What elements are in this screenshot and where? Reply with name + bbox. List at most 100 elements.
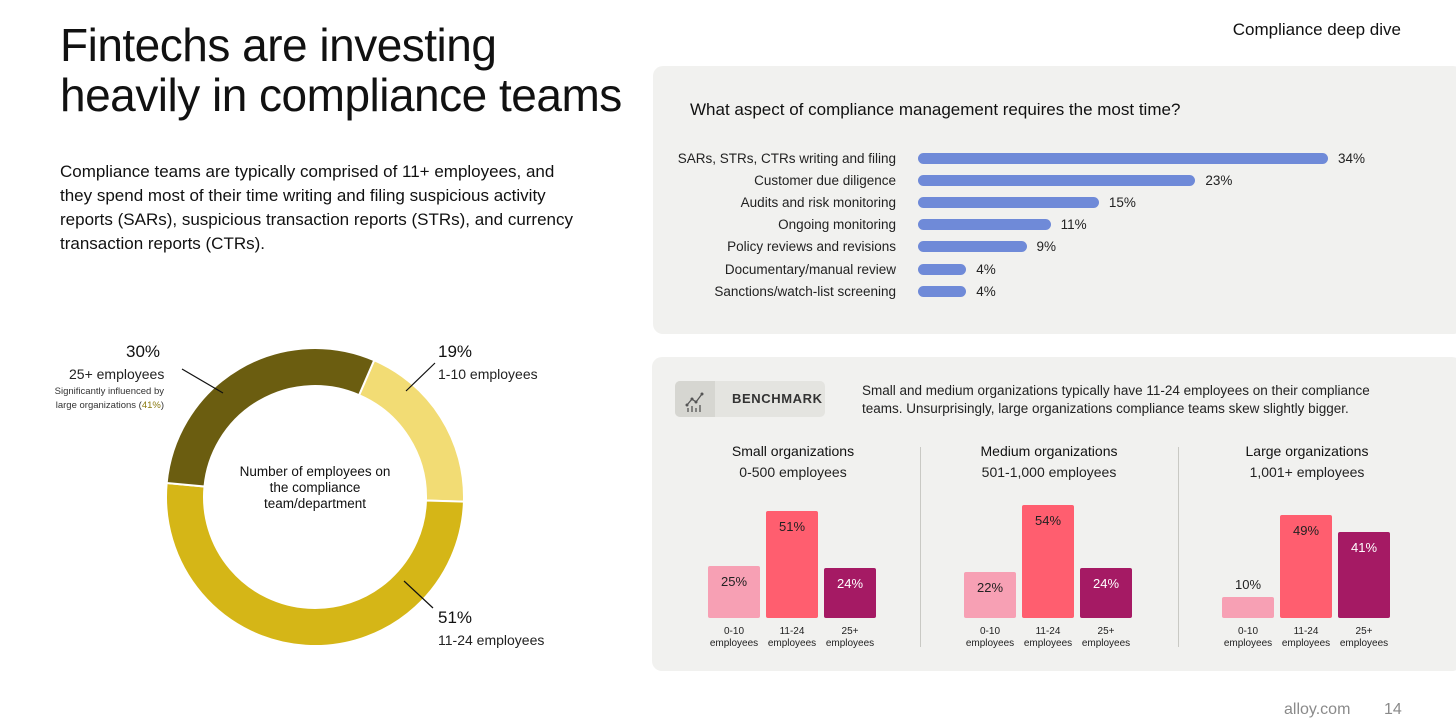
- vbar-category-line: 0-10: [723, 626, 744, 637]
- page-title: Fintechs are investing heavily in compli…: [60, 20, 640, 120]
- hbar-value-label: 34%: [1338, 151, 1366, 166]
- hbar-bar: [918, 153, 1328, 164]
- page-title-line-2: heavily in compliance teams: [60, 69, 622, 121]
- vbar-category-label: 11-24 employees: [1019, 626, 1077, 650]
- vbar-category-line: employees: [1223, 638, 1273, 649]
- donut-slice-11to24: [165, 481, 465, 647]
- vbar-category-label: 0-10 employees: [961, 626, 1019, 650]
- hbar-category-label: Sanctions/watch-list screening: [714, 283, 896, 299]
- vbar-category-label: 0-10 employees: [705, 626, 763, 650]
- hbar-row: Audits and risk monitoring 15%: [653, 192, 1453, 214]
- hbar-value-label: 4%: [976, 283, 996, 299]
- vbar-category-line: 11-24: [1035, 626, 1061, 637]
- donut-leader-25plus: [181, 368, 224, 394]
- vbar-bar: [964, 571, 1016, 618]
- chart-trend-icon: [675, 381, 715, 417]
- org-subtitle-large: 1,001+ employees: [1249, 464, 1365, 480]
- vbar-category-line: 25+: [841, 626, 859, 637]
- donut-label-1to10: 1-10 employees: [438, 366, 538, 382]
- benchmark-badge: BENCHMARK: [675, 381, 825, 417]
- hbar-bar: [918, 219, 1051, 231]
- hbar-bar: [918, 285, 967, 297]
- vbar-category-label: 0-10 employees: [1219, 626, 1277, 650]
- hbar-row: Documentary/manual review 4%: [653, 259, 1453, 281]
- hbar-category-label: Policy reviews and revisions: [727, 239, 896, 255]
- hbar-row: Customer due diligence 23%: [653, 170, 1453, 192]
- vbar-category-line: employees: [1023, 638, 1073, 649]
- donut-leader-1to10: [405, 362, 436, 392]
- donut-note-text: Significantly influenced by large organi…: [54, 386, 164, 411]
- org-title-small: Small organizations: [731, 443, 855, 459]
- hbar-row: Ongoing monitoring 11%: [653, 214, 1453, 236]
- hbar-value-label: 4%: [976, 261, 996, 277]
- hbar-bar: [918, 175, 1196, 187]
- donut-label-pct-11to24: 51%: [438, 608, 473, 627]
- org-divider: [1178, 447, 1179, 647]
- vbar-value-label: 41%: [1350, 540, 1378, 556]
- vbar-bar: [1080, 567, 1132, 618]
- vbar-value-label: 22%: [976, 579, 1004, 595]
- page-number: 14: [1384, 701, 1402, 718]
- hbar-category-label: Documentary/manual review: [724, 261, 896, 277]
- donut-leader-11to24: [403, 580, 434, 609]
- vbar-category-line: employees: [965, 638, 1015, 649]
- hbar-value-label: 15%: [1108, 195, 1136, 211]
- org-title-medium: Medium organizations: [980, 443, 1118, 459]
- vbar-category-line: 11-24: [779, 626, 805, 637]
- vbar-category-line: 0-10: [979, 626, 1000, 637]
- vbar-category-line: employees: [1281, 638, 1331, 649]
- vbar-category-label: 11-24 employees: [1277, 626, 1335, 650]
- vbar-category-label: 25+ employees: [821, 626, 879, 650]
- vbar-category-line: 25+: [1097, 626, 1115, 637]
- hbar-value-label: 23%: [1205, 173, 1233, 189]
- benchmark-description: Small and medium organizations typically…: [862, 383, 1370, 416]
- donut-slice-25plus: [165, 347, 376, 488]
- vbar-value-label: 24%: [836, 575, 864, 591]
- hbar-category-label: Ongoing monitoring: [778, 217, 896, 233]
- hbar-category-label: Audits and risk monitoring: [740, 195, 896, 211]
- donut-label-pct-1to10: 19%: [438, 342, 473, 361]
- donut-note-highlight: 41%: [141, 400, 161, 411]
- hbar-category-label: SARs, STRs, CTRs writing and filing: [677, 151, 896, 166]
- vbar-category-line: employees: [825, 638, 875, 649]
- benchmark-label: BENCHMARK: [732, 391, 823, 406]
- donut-label-25plus: 25+ employees: [69, 366, 165, 382]
- vbar-category-label: 25+ employees: [1077, 626, 1135, 650]
- hbar-value-label: 11%: [1060, 217, 1087, 233]
- vbar-value-label: 54%: [1034, 513, 1062, 528]
- vbar-bar: [766, 511, 818, 618]
- vbar-bar: [1338, 532, 1390, 618]
- donut-label-pct-25plus: 30%: [126, 342, 161, 361]
- vbar-category-line: 0-10: [1237, 626, 1258, 637]
- vbar-category-line: 11-24: [1293, 626, 1319, 637]
- org-divider: [920, 447, 921, 647]
- hbar-row: Policy reviews and revisions 9%: [653, 236, 1453, 258]
- vbar-category-line: employees: [1339, 638, 1389, 649]
- vbar-value-label: 24%: [1092, 575, 1120, 591]
- org-chart-large: Large organizations 1,001+ employees 10%…: [1178, 443, 1436, 663]
- org-title-large: Large organizations: [1245, 443, 1369, 459]
- hbar-category-label: Customer due diligence: [754, 173, 896, 189]
- org-chart-medium: Medium organizations 501-1,000 employees…: [920, 443, 1178, 663]
- time-spent-card: What aspect of compliance management req…: [653, 66, 1456, 334]
- hbar-row: SARs, STRs, CTRs writing and filing 34%: [653, 148, 1453, 170]
- donut-center-title: Number of employees on the compliance te…: [239, 464, 391, 511]
- page-title-line-1: Fintechs are investing: [60, 19, 497, 71]
- hbar-bar: [918, 263, 967, 275]
- vbar-category-line: employees: [709, 638, 759, 649]
- donut-chart: [165, 347, 465, 647]
- hbar-bar: [918, 197, 1099, 209]
- vbar-category-line: employees: [1081, 638, 1131, 649]
- vbar-category-line: 25+: [1355, 626, 1373, 637]
- org-chart-small: Small organizations 0-500 employees 25% 0…: [664, 443, 922, 663]
- section-label: Compliance deep dive: [1232, 20, 1401, 39]
- vbar-bar: [1280, 515, 1332, 618]
- vbar-bar: [1022, 505, 1074, 618]
- vbar-bar: [1222, 597, 1274, 618]
- vbar-bar: [708, 565, 760, 618]
- donut-note-25plus: Significantly influenced by large organi…: [44, 385, 164, 413]
- intro-paragraph: Compliance teams are typically comprised…: [60, 162, 574, 253]
- donut-label-11to24: 11-24 employees: [438, 632, 545, 648]
- hbar-row: Sanctions/watch-list screening 4%: [653, 281, 1453, 303]
- donut-note-close: ): [160, 400, 164, 411]
